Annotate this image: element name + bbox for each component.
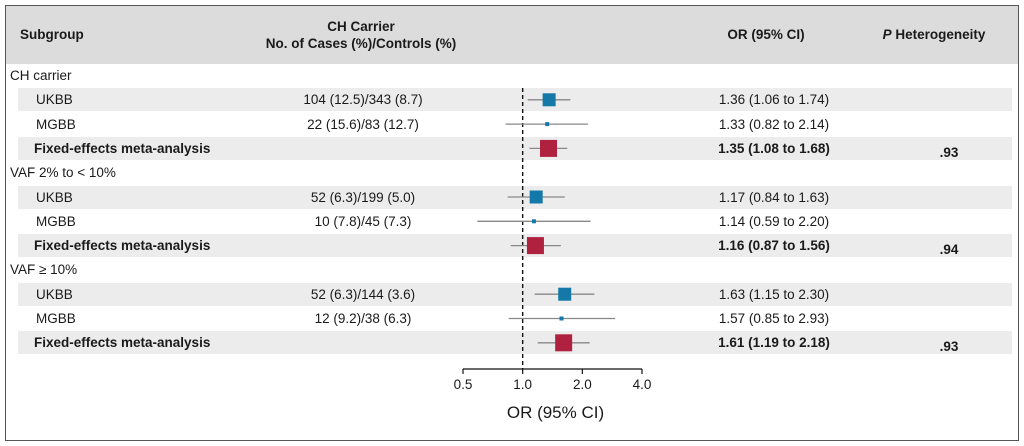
x-tick-label: 1.0 bbox=[513, 377, 532, 392]
meta-estimate-marker bbox=[539, 139, 557, 157]
group-header-row: CH carrier bbox=[8, 64, 1002, 87]
group-label: CH carrier bbox=[10, 68, 72, 83]
study-name: MGBB bbox=[36, 311, 76, 326]
meta-estimate-marker bbox=[526, 237, 544, 255]
forest-plot-area: 0.5 1.0 2.0 4.0 OR (95% CI) bbox=[454, 88, 652, 422]
header-carrier: CH Carrier No. of Cases (%)/Controls (%) bbox=[216, 18, 506, 52]
meta-analysis-label: Fixed-effects meta-analysis bbox=[34, 238, 211, 254]
x-tick-label: 4.0 bbox=[633, 377, 652, 392]
group-label: VAF ≥ 10% bbox=[10, 262, 78, 278]
meta-analysis-label: Fixed-effects meta-analysis bbox=[34, 335, 211, 351]
study-row: MGBB 10 (7.8)/45 (7.3) 1.14 (0.59 to 2.20) bbox=[18, 210, 1012, 233]
study-estimate-marker bbox=[529, 190, 543, 204]
or-ci-text: 1.14 (0.59 to 2.20) bbox=[718, 213, 830, 229]
study-row: MGBB 12 (9.2)/38 (6.3) 1.57 (0.85 to 2.93) bbox=[18, 307, 1012, 330]
carrier-counts: 52 (6.3)/144 (3.6) bbox=[310, 286, 416, 302]
or-ci-text: 1.35 (1.08 to 1.68) bbox=[718, 140, 830, 156]
study-estimate-marker bbox=[545, 122, 550, 127]
or-ci-text: 1.36 (1.06 to 1.74) bbox=[718, 92, 830, 108]
study-estimate-marker bbox=[531, 219, 536, 224]
study-name: UKBB bbox=[36, 286, 73, 302]
group-header-row: VAF ≥ 10% bbox=[8, 258, 1002, 281]
meta-analysis-label: Fixed-effects meta-analysis bbox=[34, 140, 211, 156]
header-carrier-line2: No. of Cases (%)/Controls (%) bbox=[265, 36, 457, 51]
header-or: OR (95% CI) bbox=[727, 27, 805, 42]
study-estimate-marker bbox=[558, 287, 572, 301]
meta-analysis-row: Fixed-effects meta-analysis 1.61 (1.19 to… bbox=[18, 331, 1012, 355]
meta-analysis-row: Fixed-effects meta-analysis 1.35 (1.08 to… bbox=[18, 136, 1012, 160]
or-ci-text: 1.33 (0.82 to 2.14) bbox=[718, 116, 830, 132]
header-p-italic: P bbox=[882, 27, 892, 42]
study-estimate-marker bbox=[559, 316, 564, 321]
x-tick-label: 2.0 bbox=[573, 377, 592, 392]
carrier-counts: 10 (7.8)/45 (7.3) bbox=[314, 213, 412, 229]
x-axis-label: OR (95% CI) bbox=[507, 403, 604, 422]
or-ci-text: 1.16 (0.87 to 1.56) bbox=[718, 238, 830, 254]
table-header: Subgroup CH Carrier No. of Cases (%)/Con… bbox=[6, 6, 1018, 64]
header-p-heterogeneity: P Heterogeneity bbox=[864, 26, 1004, 43]
group-header-row: VAF 2% to < 10% bbox=[8, 161, 1002, 184]
study-name: UKBB bbox=[36, 189, 73, 205]
or-ci-text: 1.63 (1.15 to 2.30) bbox=[718, 286, 830, 302]
p-heterogeneity: .93 bbox=[939, 339, 959, 355]
x-tick-label: 0.5 bbox=[454, 377, 473, 392]
header-p-rest: Heterogeneity bbox=[891, 27, 986, 42]
carrier-counts: 22 (15.6)/83 (12.7) bbox=[307, 116, 419, 132]
forest-plot-figure: Subgroup CH Carrier No. of Cases (%)/Con… bbox=[5, 5, 1019, 441]
study-estimate-marker bbox=[542, 93, 556, 107]
or-ci-text: 1.61 (1.19 to 2.18) bbox=[718, 335, 830, 351]
study-row: MGBB 22 (15.6)/83 (12.7) 1.33 (0.82 to 2.1… bbox=[18, 113, 1012, 136]
study-name: UKBB bbox=[36, 92, 73, 108]
or-ci-text: 1.57 (0.85 to 2.93) bbox=[718, 311, 830, 326]
meta-estimate-marker bbox=[555, 334, 573, 352]
group-label: VAF 2% to < 10% bbox=[10, 165, 116, 181]
study-name: MGBB bbox=[36, 213, 76, 229]
carrier-counts: 52 (6.3)/199 (5.0) bbox=[310, 189, 416, 205]
study-row: UKBB 52 (6.3)/144 (3.6) 1.63 (1.15 to 2.30… bbox=[18, 282, 1012, 306]
carrier-counts: 104 (12.5)/343 (8.7) bbox=[303, 92, 423, 108]
carrier-counts: 12 (9.2)/38 (6.3) bbox=[314, 311, 412, 326]
header-subgroup: Subgroup bbox=[20, 27, 84, 42]
study-row: UKBB 104 (12.5)/343 (8.7) 1.36 (1.06 to 1.… bbox=[18, 88, 1012, 112]
header-carrier-line1: CH Carrier bbox=[327, 19, 395, 34]
p-heterogeneity: .93 bbox=[939, 144, 959, 160]
p-heterogeneity: .94 bbox=[939, 242, 959, 258]
study-name: MGBB bbox=[36, 116, 76, 132]
or-ci-text: 1.17 (0.84 to 1.63) bbox=[718, 189, 830, 205]
